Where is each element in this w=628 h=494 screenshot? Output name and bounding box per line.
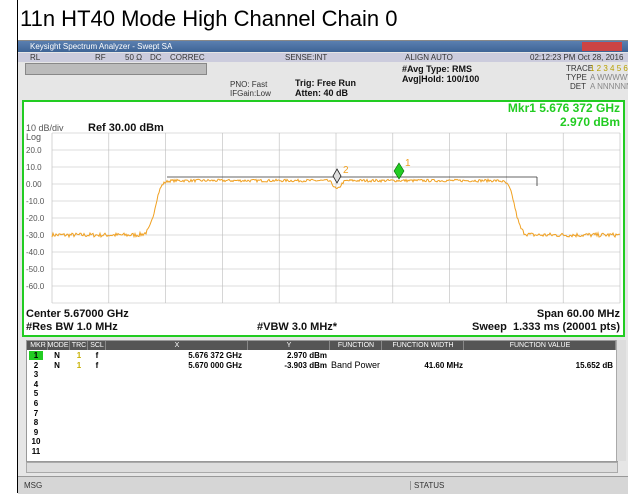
toolbar-time: 02:12:23 PM Oct 28, 2016 bbox=[530, 53, 624, 62]
y-tick-label: 20.0 bbox=[26, 146, 42, 155]
log: Log bbox=[26, 132, 41, 142]
status-status: STATUS bbox=[410, 481, 444, 490]
y-tick-label: -30.0 bbox=[26, 231, 45, 240]
table-cell: 3 bbox=[33, 370, 39, 380]
page-title: 11n HT40 Mode High Channel Chain 0 bbox=[20, 6, 398, 31]
table-cell: 5 bbox=[33, 389, 39, 399]
y-tick-label: 10.0 bbox=[26, 163, 42, 172]
marker-readout: Mkr1 5.676 372 GHz bbox=[508, 101, 620, 115]
table-cell: 41.60 MHz bbox=[424, 360, 463, 370]
marker-label: 2 bbox=[343, 165, 349, 176]
column-header: Y bbox=[249, 341, 330, 350]
display-border bbox=[22, 100, 625, 337]
span: Span 60.00 MHz bbox=[537, 308, 621, 320]
toolbar-item: RL bbox=[30, 53, 41, 62]
message-box bbox=[25, 63, 207, 75]
setting: A WWWWWW bbox=[590, 73, 628, 82]
table-cell: Band Power bbox=[331, 359, 381, 370]
table-cell: 11 bbox=[31, 447, 41, 456]
table-cell: N bbox=[54, 360, 60, 370]
toolbar-item: CORREC bbox=[170, 53, 205, 62]
table-cell: -3.903 dBm bbox=[284, 360, 327, 370]
column-header: FUNCTION bbox=[331, 341, 382, 350]
setting: A NNNNNN bbox=[590, 82, 628, 91]
setting: PNO: Fast bbox=[230, 80, 268, 89]
y-tick-label: 0.00 bbox=[26, 180, 42, 189]
setting: 1 2 3 4 5 6 bbox=[590, 64, 628, 73]
table-cell: 10 bbox=[31, 437, 41, 447]
y-tick-label: -60.0 bbox=[26, 282, 45, 291]
column-header: MODE bbox=[47, 341, 70, 350]
y-tick-label: -10.0 bbox=[26, 197, 45, 206]
scale: 10 dB/div bbox=[26, 123, 64, 133]
table-cell: 1 bbox=[76, 351, 82, 360]
table-cell: 9 bbox=[33, 427, 39, 437]
table-cell: N bbox=[54, 351, 60, 360]
scrollbar-h[interactable] bbox=[26, 462, 618, 473]
table-cell: 8 bbox=[33, 418, 39, 428]
setting: Trig: Free Run bbox=[295, 78, 357, 88]
status-bar bbox=[18, 476, 628, 494]
table-cell: 6 bbox=[33, 399, 39, 408]
table-cell: 7 bbox=[33, 408, 39, 418]
status-msg: MSG bbox=[24, 481, 43, 490]
column-header: SCL bbox=[89, 341, 106, 350]
window-title: Keysight Spectrum Analyzer - Swept SA bbox=[30, 42, 173, 51]
table-cell: 5.670 000 GHz bbox=[188, 360, 242, 370]
column-header: FUNCTION VALUE bbox=[465, 341, 616, 350]
table-cell: 2 bbox=[33, 360, 39, 370]
setting-label: TRACE bbox=[566, 64, 594, 73]
table-cell: f bbox=[95, 360, 99, 370]
setting-label: TYPE bbox=[566, 73, 587, 82]
setting: #Avg Type: RMS bbox=[402, 64, 473, 74]
table-cell: 2.970 dBm bbox=[286, 351, 327, 360]
center: Center 5.67000 GHz bbox=[26, 308, 129, 320]
spectrum-display: 1 2 Mkr1 5.676 372 GHz 2.970 dBm 10 dB/d… bbox=[22, 100, 625, 337]
y-tick-label: -50.0 bbox=[26, 265, 45, 274]
y-tick-label: -40.0 bbox=[26, 248, 45, 257]
column-header: TRC bbox=[71, 341, 88, 350]
ref-level: Ref 30.00 dBm bbox=[88, 122, 164, 134]
toolbar-item: RF bbox=[95, 53, 106, 62]
marker-table: MKR MODE TRC SCL X Y FUNCTION FUNCTION WIDTH FUN… bbox=[26, 340, 618, 462]
table-cell: f bbox=[95, 351, 99, 360]
setting: IFGain:Low bbox=[230, 89, 271, 98]
grid bbox=[51, 132, 621, 304]
scrollbar-v[interactable] bbox=[616, 340, 626, 461]
column-header: MKR bbox=[29, 341, 48, 350]
table-cell: 5.676 372 GHz bbox=[188, 351, 242, 360]
setting: Avg|Hold: 100/100 bbox=[402, 74, 480, 84]
trace bbox=[51, 178, 620, 239]
setting-label: DET bbox=[570, 82, 586, 91]
marker-1[interactable] bbox=[393, 162, 405, 180]
column-header: X bbox=[107, 341, 248, 350]
table-cell: 4 bbox=[33, 379, 39, 389]
marker-label: 1 bbox=[405, 158, 411, 169]
toolbar-item: 50 Ω bbox=[125, 53, 143, 62]
toolbar bbox=[18, 53, 628, 62]
window-buttons[interactable] bbox=[582, 42, 622, 51]
table-cell: 1 bbox=[29, 351, 43, 360]
cell-border bbox=[17, 0, 18, 493]
table-cell: 15.652 dB bbox=[575, 360, 613, 370]
sweep: Sweep 1.333 ms (20001 pts) bbox=[472, 321, 620, 333]
table-header bbox=[27, 341, 617, 350]
marker-2[interactable] bbox=[332, 168, 342, 184]
column-header: FUNCTION WIDTH bbox=[383, 341, 464, 350]
setting: Atten: 40 dB bbox=[295, 88, 349, 98]
window-titlebar bbox=[18, 41, 628, 52]
y-tick-label: -20.0 bbox=[26, 214, 45, 223]
table-cell: 1 bbox=[76, 360, 82, 370]
toolbar-item: ALIGN AUTO bbox=[405, 53, 453, 62]
toolbar-item: SENSE:INT bbox=[285, 53, 328, 62]
rbw: #Res BW 1.0 MHz bbox=[26, 321, 118, 333]
toolbar-item: DC bbox=[150, 53, 162, 62]
marker-value: 2.970 dBm bbox=[560, 115, 620, 129]
vbw: #VBW 3.0 MHz* bbox=[257, 321, 338, 333]
